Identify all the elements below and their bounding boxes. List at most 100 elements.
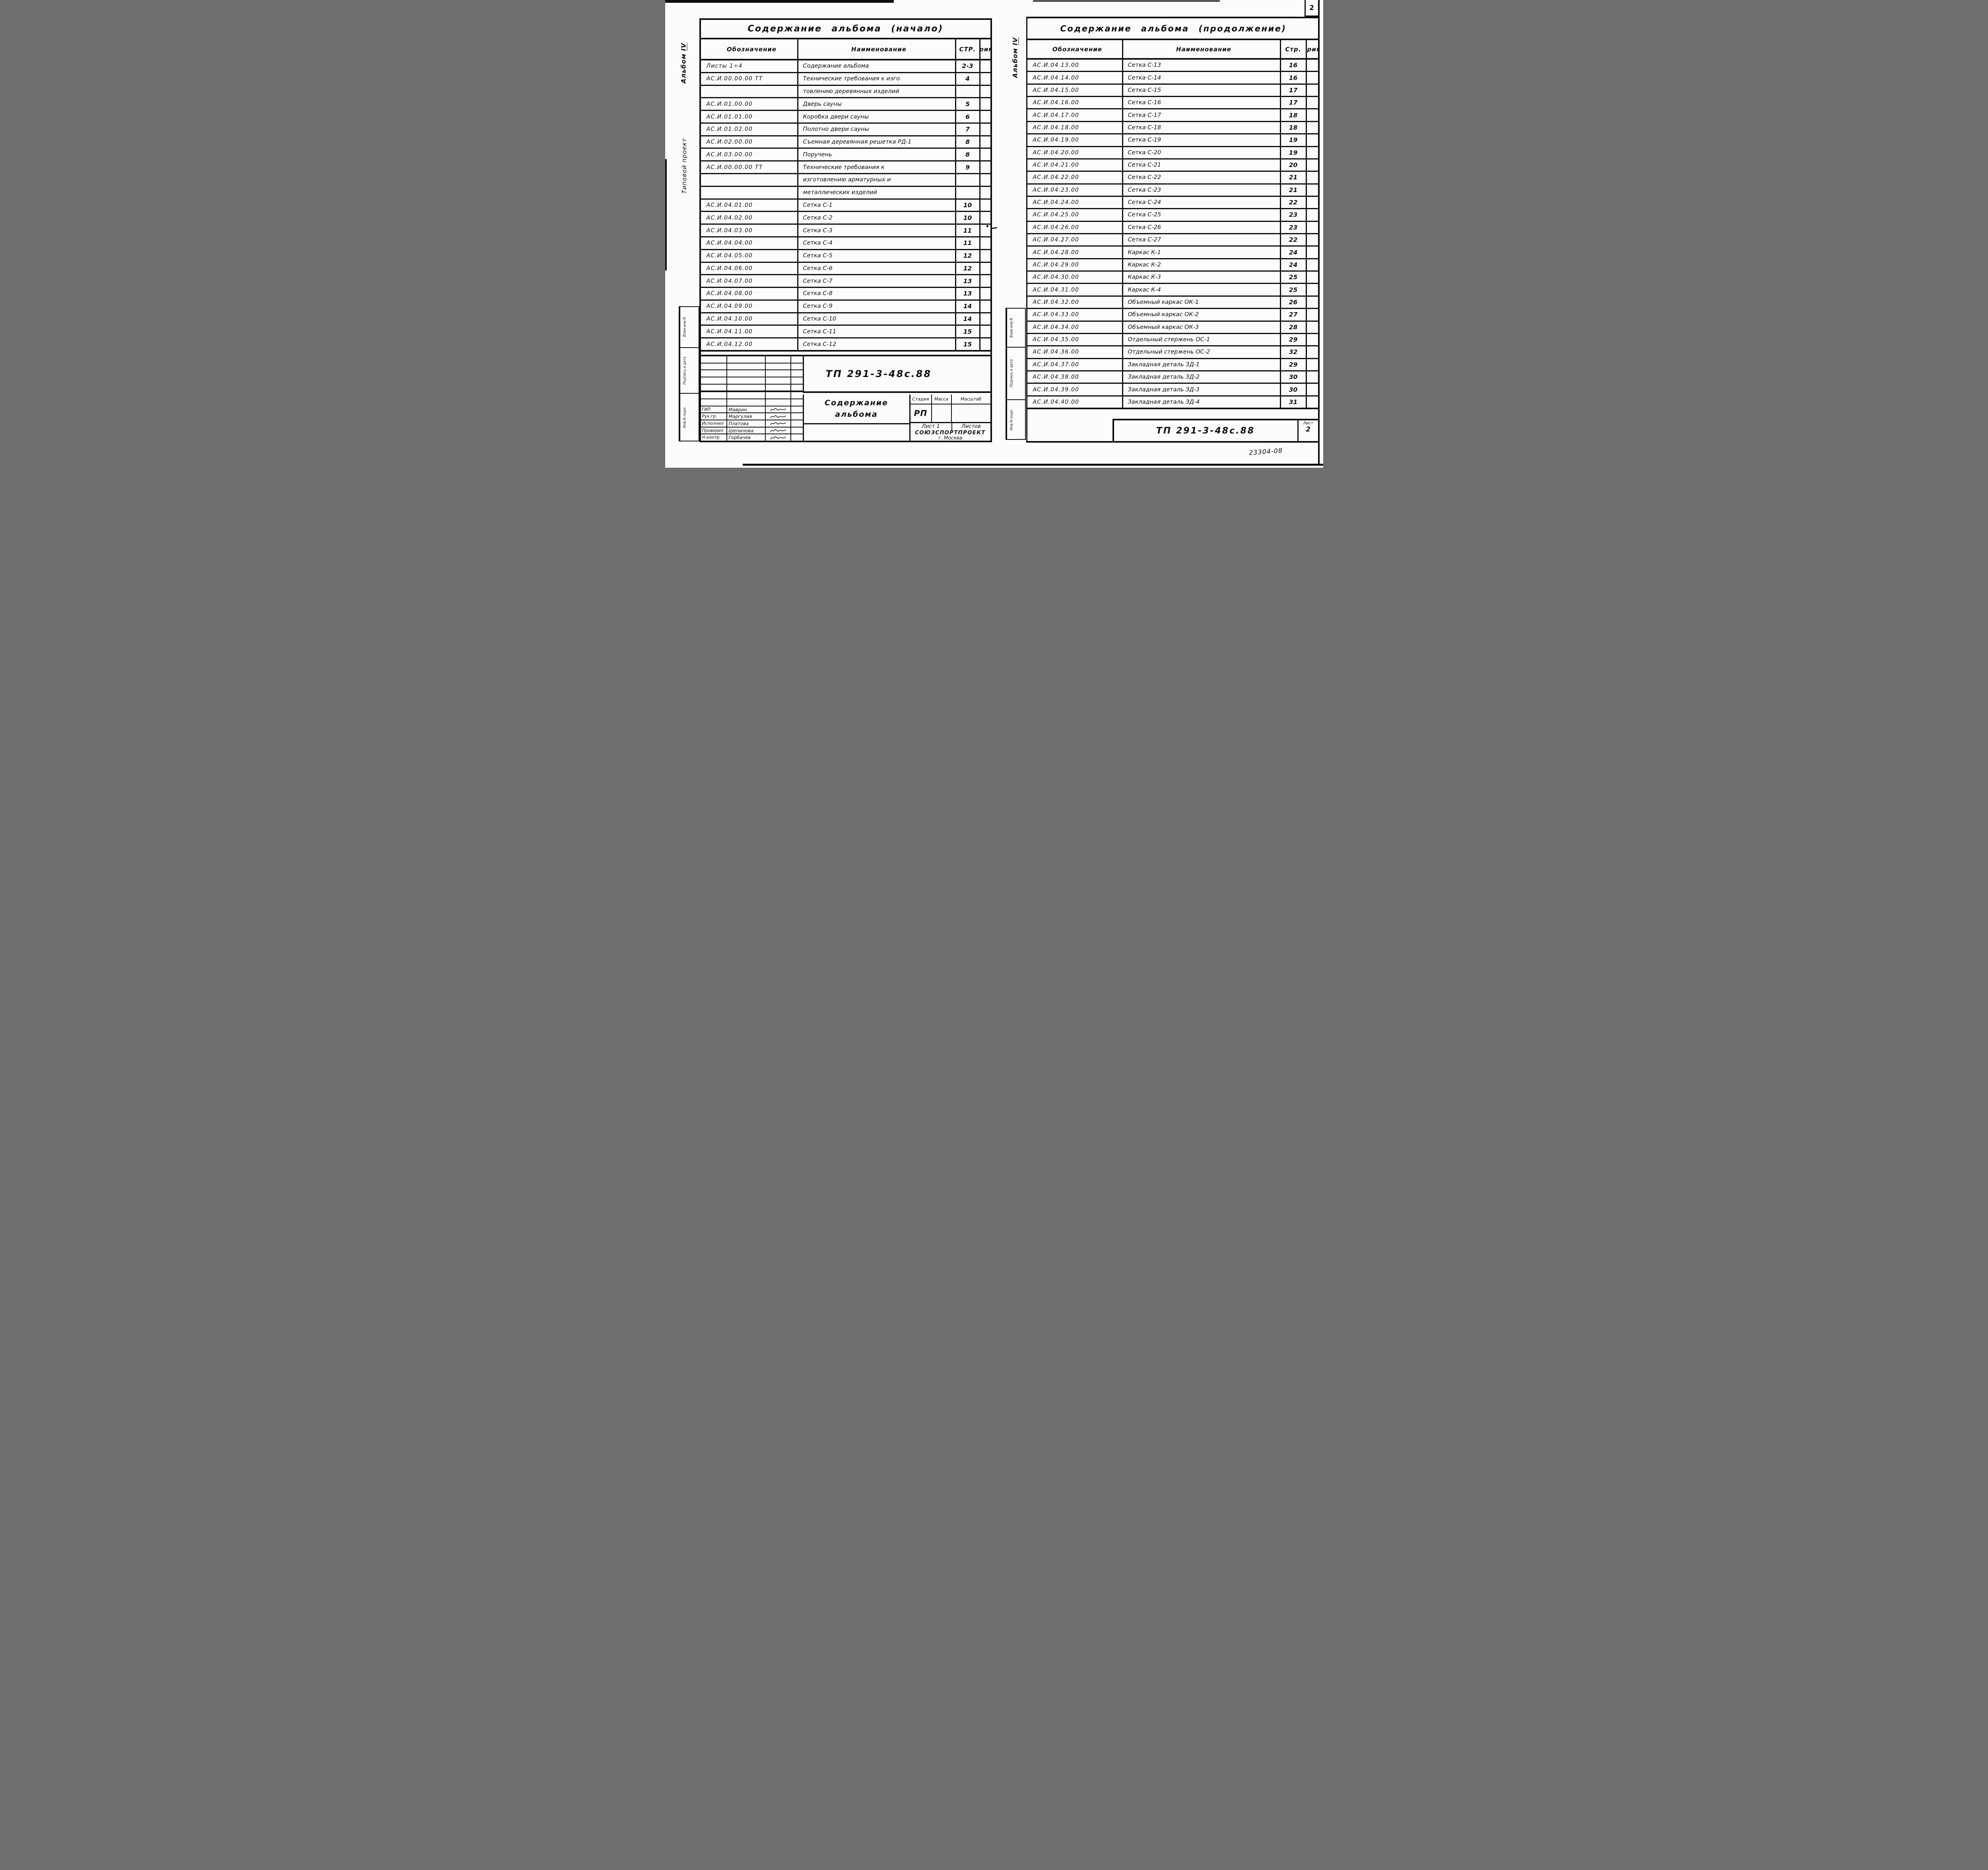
grid-cell xyxy=(727,399,766,406)
cell-designation: АС.И.04.06.00 xyxy=(701,262,798,274)
signature-autograph xyxy=(766,413,791,420)
cell-note xyxy=(1307,159,1320,171)
cell-page: 15 xyxy=(956,326,980,338)
album-label-left: Альбом IV xyxy=(675,25,692,101)
stamp-label: Подпись и дата xyxy=(1006,348,1016,399)
signature-icon xyxy=(770,436,786,439)
cell-page: 23 xyxy=(1281,209,1307,221)
cell-page: 2-3 xyxy=(956,60,980,72)
table-row: АС.И.04.18.00 Сетка С-18 18 xyxy=(1027,121,1320,134)
table-row: АС.И.01.02.00 Полотно двери сауны 7 xyxy=(701,122,990,135)
cell-page: 7 xyxy=(956,123,980,135)
table-row: АС.И.04.13.00 Сетка С-13 16 xyxy=(1027,60,1320,71)
cell-designation: АС.И.04.39.00 xyxy=(1027,384,1123,395)
left-table-body: Листы 1÷4 Содержание альбома 2-3 АС.И.00.00… xyxy=(701,60,990,352)
cell-designation: АС.И.01.01.00 xyxy=(701,111,798,122)
table-row: АС.И.04.08.00 Сетка С-8 13 xyxy=(701,287,990,299)
cell-designation: АС.И.04.27.00 xyxy=(1027,234,1123,246)
cell-designation: АС.И.00.00.00 ТТ xyxy=(701,161,798,173)
scale-header: Масштаб xyxy=(960,396,982,402)
cell-designation: АС.И.04.28.00 xyxy=(1027,247,1123,258)
cell-designation: АС.И.04.20.00 xyxy=(1027,147,1123,158)
cell-designation: АС.И.04.24.00 xyxy=(1027,196,1123,208)
grid-cell xyxy=(727,370,766,377)
table-row: АС.И.04.19.00 Сетка С-19 19 xyxy=(1027,133,1320,146)
header-name: Наименование xyxy=(1123,40,1281,58)
grid-row xyxy=(701,391,803,399)
stage-value-row: РП xyxy=(911,404,990,422)
cell-page: 25 xyxy=(1281,272,1307,283)
cell-page: 6 xyxy=(956,111,980,122)
cell-note xyxy=(1307,72,1320,83)
cell-designation: АС.И.04.36.00 xyxy=(1027,346,1123,358)
footer-stamp: ТП 291-3-48с.88 Лист 2 xyxy=(1112,419,1320,443)
cell-name: Сетка С-14 xyxy=(1123,72,1281,84)
cell-name: товлению деревянных изделий xyxy=(798,86,956,97)
scan-edge-artifact xyxy=(1033,0,1220,2)
signature-name: Горбачев xyxy=(727,434,766,441)
cell-name: Закладная деталь ЗД-2 xyxy=(1123,371,1281,383)
cell-note xyxy=(1307,147,1320,158)
signature-autograph xyxy=(766,434,791,441)
cell-note xyxy=(980,149,990,160)
cell-name: Сетка С-13 xyxy=(1123,60,1281,71)
grid-cell xyxy=(701,399,727,406)
cell-name: Коробка двери сауны xyxy=(798,111,956,122)
cell-designation: АС.И.04.40.00 xyxy=(1027,396,1123,408)
signature-role: Исполнил xyxy=(701,420,727,427)
frame-gap xyxy=(701,352,990,355)
left-page-title-band: Содержание альбома (начало) xyxy=(701,20,990,39)
signature-role: ГИП xyxy=(701,406,727,413)
grid-cell xyxy=(701,392,727,399)
cell-note xyxy=(1307,297,1320,308)
grid-cell xyxy=(766,370,791,377)
cell-name: Сетка С-2 xyxy=(798,212,956,224)
table-row: АС.И.02.00.00 Съемная деревянная решетка … xyxy=(701,135,990,148)
grid-cell xyxy=(791,428,803,434)
cell-name: Сетка С-19 xyxy=(1123,134,1281,146)
stamp-blank xyxy=(689,394,699,441)
cell-name: Сетка С-23 xyxy=(1123,184,1281,196)
cell-name: Поручень xyxy=(798,149,956,161)
cell-page: 26 xyxy=(1281,296,1307,308)
cell-note xyxy=(1307,346,1320,358)
grid-cell xyxy=(766,377,791,384)
table-row: металлических изделий xyxy=(701,185,990,198)
cell-note xyxy=(980,338,990,350)
cell-page: 12 xyxy=(956,262,980,274)
grid-cell xyxy=(766,399,791,406)
cell-page: 27 xyxy=(1281,309,1307,321)
stamp-blank xyxy=(1016,400,1025,439)
table-row: АС.И.04.28.00 Каркас К-1 24 xyxy=(1027,245,1320,258)
cell-page: 17 xyxy=(1281,84,1307,96)
cell-designation: АС.И.04.04.00 xyxy=(701,237,798,249)
organization-cell: СОЮЗСПОРТПРОЕКТ г. Москва xyxy=(911,430,990,441)
cell-name: Сетка С-10 xyxy=(798,313,956,325)
grid-cell xyxy=(766,392,791,399)
cell-designation: АС.И.04.05.00 xyxy=(701,250,798,262)
cell-designation: АС.И.03.00.00 xyxy=(701,149,798,161)
cell-note xyxy=(980,174,990,186)
table-row: АС.И.04.23.00 Сетка С-23 21 xyxy=(1027,183,1320,196)
cell-designation: АС.И.04.14.00 xyxy=(1027,72,1123,84)
cell-note xyxy=(980,313,990,325)
margin-mark xyxy=(991,227,997,229)
cell-page: 8 xyxy=(956,136,980,148)
handwritten-archive-number: 23304-08 xyxy=(1248,447,1283,457)
table-row: АС.И.04.32.00 Объемный каркас ОК-1 26 xyxy=(1027,295,1320,308)
cell-note xyxy=(1307,397,1320,408)
table-row: АС.И.04.15.00 Сетка С-15 17 xyxy=(1027,83,1320,96)
stamp-cell: Инв.N подл. xyxy=(1005,400,1026,440)
cell-page: 22 xyxy=(1281,196,1307,208)
cell-designation: АС.И.04.22.00 xyxy=(1027,172,1123,183)
grid-cell xyxy=(727,392,766,399)
scan-edge-artifact xyxy=(665,159,667,270)
grid-row xyxy=(701,398,803,406)
grid-cell xyxy=(727,384,766,391)
cell-note xyxy=(980,73,990,85)
cell-designation: АС.И.04.34.00 xyxy=(1027,321,1123,333)
grid-cell xyxy=(766,363,791,370)
cell-page xyxy=(956,174,980,186)
grid-row xyxy=(701,356,803,363)
cell-page: 17 xyxy=(1281,97,1307,109)
